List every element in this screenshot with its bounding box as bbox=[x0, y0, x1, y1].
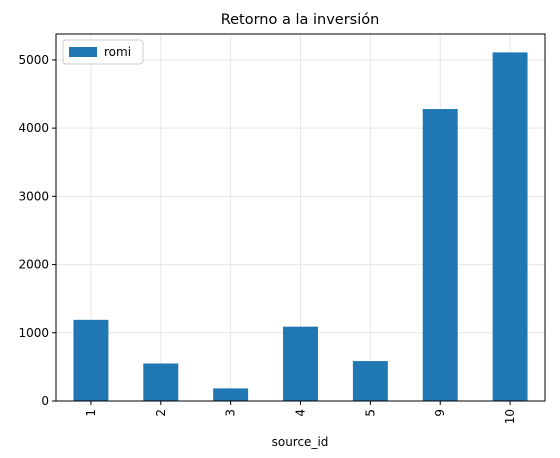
y-axis: 0 1000 2000 3000 4000 5000 bbox=[18, 53, 56, 408]
bar-1 bbox=[73, 319, 109, 401]
x-tick-label-4: 5 bbox=[363, 409, 377, 417]
legend-swatch bbox=[69, 47, 97, 57]
legend-box bbox=[62, 39, 144, 65]
x-tick-label-2: 3 bbox=[224, 409, 238, 417]
x-tick-label-0: 1 bbox=[84, 409, 98, 417]
y-tick-label-3: 3000 bbox=[18, 189, 49, 203]
x-tick-label-5: 9 bbox=[433, 409, 447, 417]
x-tick-label-6: 10 bbox=[503, 409, 517, 424]
bar-4 bbox=[283, 326, 318, 401]
bar-5 bbox=[352, 361, 388, 401]
bar-9 bbox=[422, 109, 458, 402]
bar-10 bbox=[492, 52, 528, 402]
x-tick-label-3: 4 bbox=[294, 409, 308, 417]
bar-3 bbox=[213, 388, 249, 401]
x-axis: 1 2 3 4 5 9 10 bbox=[84, 401, 517, 424]
bars bbox=[73, 52, 528, 402]
legend-label: romi bbox=[104, 45, 131, 59]
chart-title: Retorno a la inversión bbox=[221, 12, 380, 28]
y-tick-label-1: 1000 bbox=[18, 326, 49, 340]
y-tick-label-5: 5000 bbox=[18, 53, 49, 67]
bar-2 bbox=[143, 363, 179, 401]
legend: romi bbox=[62, 39, 144, 65]
x-axis-label: source_id bbox=[272, 435, 329, 449]
y-tick-label-2: 2000 bbox=[18, 258, 49, 272]
y-tick-label-0: 0 bbox=[41, 394, 49, 408]
y-tick-label-4: 4000 bbox=[18, 121, 49, 135]
x-tick-label-1: 2 bbox=[154, 409, 168, 417]
